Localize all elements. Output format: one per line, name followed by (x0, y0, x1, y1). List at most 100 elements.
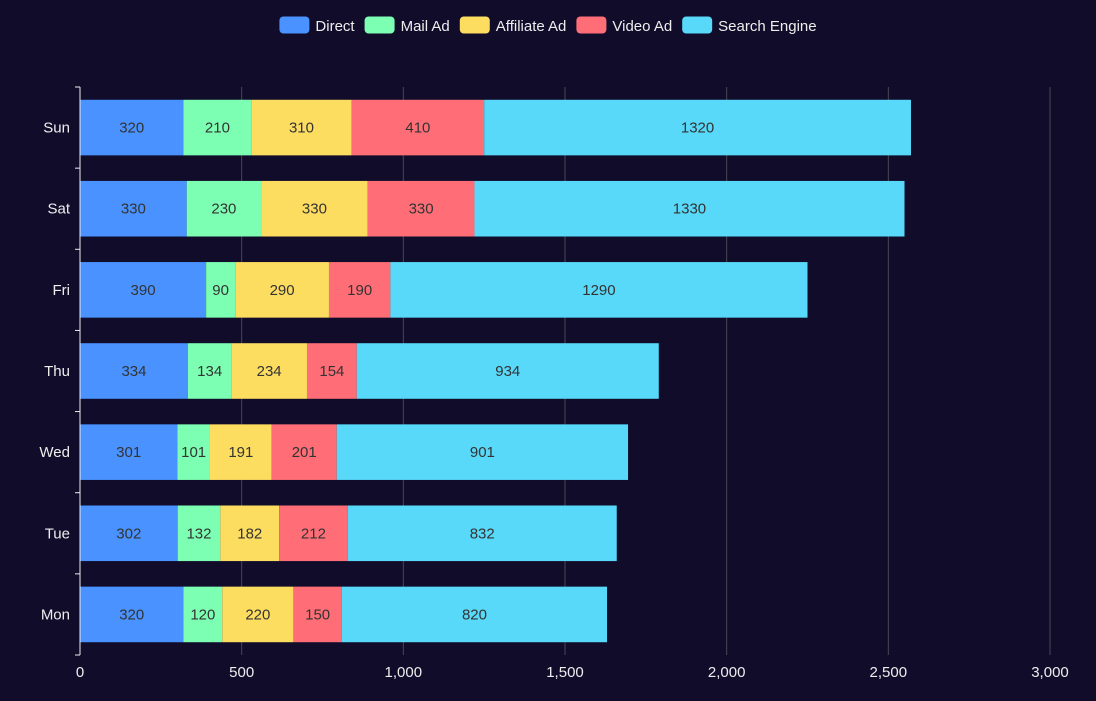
x-tick-label: 3,000 (1031, 664, 1069, 681)
data-label-direct-fri: 390 (131, 282, 156, 299)
y-tick-label-sun: Sun (43, 120, 70, 137)
data-label-affiliate-ad-sat: 330 (302, 201, 327, 218)
data-label-direct-sun: 320 (119, 120, 144, 137)
data-label-video-ad-sun: 410 (405, 120, 430, 137)
data-label-search-engine-wed: 901 (470, 444, 495, 461)
bar-video-ad-sat[interactable] (367, 180, 475, 237)
x-tick-label: 1,000 (385, 664, 423, 681)
data-label-affiliate-ad-tue: 182 (237, 525, 262, 542)
bars: 320 120 220 150 820 302 132 182 212 832 301 101 191 2… (80, 99, 911, 643)
legend-swatch-mail-ad (364, 16, 395, 34)
x-tick-label: 1,500 (546, 664, 584, 681)
bar-video-ad-tue[interactable] (279, 505, 348, 562)
data-label-video-ad-thu: 154 (319, 363, 344, 380)
legend-item-video-ad[interactable]: Video Ad (576, 16, 672, 36)
data-label-direct-sat: 330 (121, 201, 146, 218)
bar-search-engine-sun[interactable] (484, 99, 911, 156)
bar-direct-mon[interactable] (80, 586, 184, 643)
x-tick-label: 500 (229, 664, 254, 681)
bar-mail-ad-mon[interactable] (183, 586, 223, 643)
data-label-search-engine-tue: 832 (470, 525, 495, 542)
bar-mail-ad-sun[interactable] (183, 99, 252, 156)
legend-label-mail-ad: Mail Ad (401, 18, 450, 35)
legend-label-search-engine: Search Engine (718, 18, 816, 35)
bar-mail-ad-fri[interactable] (206, 262, 236, 318)
y-tick-label-tue: Tue (45, 525, 70, 542)
bar-search-engine-thu[interactable] (356, 343, 659, 399)
data-label-mail-ad-sun: 210 (205, 120, 230, 137)
y-tick-label-wed: Wed (39, 444, 70, 461)
data-label-mail-ad-tue: 132 (186, 525, 211, 542)
legend-swatch-video-ad (576, 16, 607, 34)
bar-affiliate-ad-sat[interactable] (261, 180, 368, 237)
data-label-affiliate-ad-mon: 220 (245, 606, 270, 623)
bar-video-ad-wed[interactable] (271, 424, 337, 480)
data-label-search-engine-sat: 1330 (673, 201, 706, 218)
bar-video-ad-mon[interactable] (293, 586, 342, 643)
legend-label-direct: Direct (315, 18, 355, 35)
bar-mail-ad-sat[interactable] (186, 180, 262, 237)
data-label-direct-thu: 334 (121, 363, 146, 380)
data-label-search-engine-sun: 1320 (681, 120, 714, 137)
legend-item-direct[interactable]: Direct (279, 16, 355, 36)
bar-search-engine-sat[interactable] (474, 180, 905, 237)
y-tick-label-mon: Mon (41, 606, 70, 623)
data-label-affiliate-ad-fri: 290 (270, 282, 295, 299)
bar-affiliate-ad-fri[interactable] (235, 262, 329, 318)
data-label-search-engine-mon: 820 (462, 606, 487, 623)
data-label-direct-mon: 320 (119, 606, 144, 623)
bar-search-engine-mon[interactable] (341, 586, 608, 643)
data-label-direct-wed: 301 (116, 444, 141, 461)
bar-video-ad-thu[interactable] (306, 343, 357, 399)
legend-item-affiliate-ad[interactable]: Affiliate Ad (459, 16, 567, 36)
y-tick-label-thu: Thu (44, 363, 70, 380)
axes: 0 500 1,000 1,500 2,000 2,500 3,000 Mon Tue Wed Th… (39, 86, 1069, 681)
legend-label-video-ad: Video Ad (612, 18, 672, 35)
bar-affiliate-ad-wed[interactable] (209, 424, 272, 480)
bar-search-engine-tue[interactable] (347, 505, 617, 562)
legend-item-search-engine[interactable]: Search Engine (682, 16, 817, 36)
data-label-affiliate-ad-thu: 234 (257, 363, 282, 380)
bar-mail-ad-thu[interactable] (187, 343, 232, 399)
bar-affiliate-ad-mon[interactable] (222, 586, 294, 643)
x-tick-label: 2,500 (870, 664, 908, 681)
bar-video-ad-sun[interactable] (351, 99, 485, 156)
data-label-mail-ad-fri: 90 (212, 282, 229, 299)
bar-direct-wed[interactable] (80, 424, 178, 480)
x-tick-label: 2,000 (708, 664, 746, 681)
legend: Direct Mail Ad Affiliate Ad Video Ad Search … (279, 16, 817, 36)
bar-direct-tue[interactable] (80, 505, 178, 562)
bar-mail-ad-wed[interactable] (177, 424, 210, 480)
bar-search-engine-fri[interactable] (390, 262, 808, 318)
bar-direct-sat[interactable] (80, 180, 187, 237)
data-label-direct-tue: 302 (116, 525, 141, 542)
data-label-search-engine-fri: 1290 (582, 282, 615, 299)
bar-direct-fri[interactable] (80, 262, 207, 318)
data-label-mail-ad-thu: 134 (197, 363, 222, 380)
bar-affiliate-ad-sun[interactable] (251, 99, 352, 156)
bar-mail-ad-tue[interactable] (177, 505, 221, 562)
data-label-affiliate-ad-sun: 310 (289, 120, 314, 137)
data-label-video-ad-tue: 212 (301, 525, 326, 542)
legend-label-affiliate-ad: Affiliate Ad (496, 18, 567, 35)
x-tick-label: 0 (76, 664, 84, 681)
legend-item-mail-ad[interactable]: Mail Ad (364, 16, 450, 36)
bar-search-engine-wed[interactable] (336, 424, 629, 480)
bar-direct-thu[interactable] (80, 343, 188, 399)
bar-video-ad-fri[interactable] (328, 262, 391, 318)
bar-affiliate-ad-tue[interactable] (220, 505, 280, 562)
legend-swatch-direct (279, 16, 310, 34)
data-label-video-ad-sat: 330 (409, 201, 434, 218)
y-tick-label-sat: Sat (47, 201, 70, 218)
legend-swatch-affiliate-ad (459, 16, 490, 34)
legend-swatch-search-engine (682, 16, 713, 34)
data-label-mail-ad-wed: 101 (181, 444, 206, 461)
data-label-video-ad-mon: 150 (305, 606, 330, 623)
bar-direct-sun[interactable] (80, 99, 184, 156)
data-label-affiliate-ad-wed: 191 (228, 444, 253, 461)
y-tick-label-fri: Fri (53, 282, 71, 299)
data-label-mail-ad-sat: 230 (211, 201, 236, 218)
data-label-mail-ad-mon: 120 (190, 606, 215, 623)
bar-affiliate-ad-thu[interactable] (231, 343, 307, 399)
